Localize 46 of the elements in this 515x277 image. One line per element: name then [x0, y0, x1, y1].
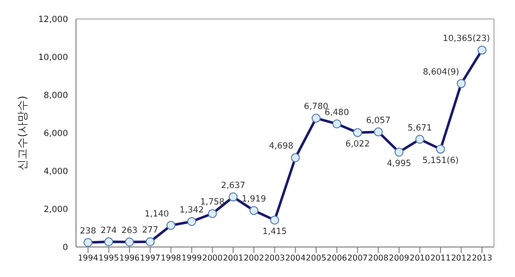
x-tick-label: 2001 — [222, 254, 244, 263]
y-tick-label: 4,000 — [44, 167, 68, 178]
data-label: 2,637 — [220, 180, 246, 191]
x-tick-label: 2013 — [472, 254, 492, 263]
y-tick-label: 0 — [62, 243, 68, 254]
y-tick-label: 10,000 — [38, 53, 68, 64]
y-tick-label: 6,000 — [44, 129, 68, 140]
data-label: 6,057 — [366, 116, 390, 126]
y-tick-label: 8,000 — [44, 91, 68, 102]
x-tick-label: 1995 — [98, 254, 119, 263]
data-label: 1,415 — [262, 227, 287, 238]
x-tick-label: 2008 — [368, 254, 388, 263]
x-tick-label: 2010 — [410, 254, 430, 263]
x-tick-label: 2012 — [451, 254, 472, 263]
y-tick-label: 2,000 — [44, 205, 68, 216]
data-label: 4,698 — [269, 142, 294, 152]
x-tick-label: 2006 — [326, 254, 348, 263]
x-tick-label: 1997 — [140, 254, 160, 263]
data-label: 10,365(23) — [442, 34, 490, 44]
x-tick-label: 2009 — [388, 254, 410, 263]
x-tick-label: 1996 — [119, 254, 140, 263]
x-tick-label: 2002 — [244, 254, 264, 263]
x-tick-label: 2007 — [347, 254, 368, 263]
x-tick-label: 2005 — [306, 254, 326, 263]
data-label: 8,604(9) — [422, 68, 460, 78]
x-tick-label: 2011 — [430, 254, 451, 263]
data-label: 263 — [121, 226, 138, 236]
y-axis-title: 신고수(사망수) — [16, 96, 29, 170]
data-label: 5,671 — [408, 123, 432, 134]
data-label: 5,151(6) — [422, 156, 459, 166]
data-label: 1,342 — [180, 206, 204, 216]
data-label: 1,140 — [144, 209, 169, 220]
data-label: 238 — [80, 226, 96, 236]
x-tick-label: 2000 — [202, 254, 223, 263]
data-label: 1,919 — [242, 194, 266, 205]
x-tick-label: 2003 — [264, 254, 285, 263]
x-tick-label: 1999 — [182, 254, 202, 263]
data-label: 274 — [100, 226, 117, 236]
x-tick-label: 1998 — [160, 254, 182, 263]
data-label: 277 — [142, 226, 158, 236]
data-label: 6,480 — [324, 108, 350, 118]
x-tick-label: 2004 — [285, 254, 306, 263]
x-tick-label: 1994 — [78, 254, 98, 263]
data-label: 4,995 — [386, 159, 412, 170]
y-tick-label: 12,000 — [38, 15, 68, 26]
data-label: 6,022 — [345, 140, 370, 150]
